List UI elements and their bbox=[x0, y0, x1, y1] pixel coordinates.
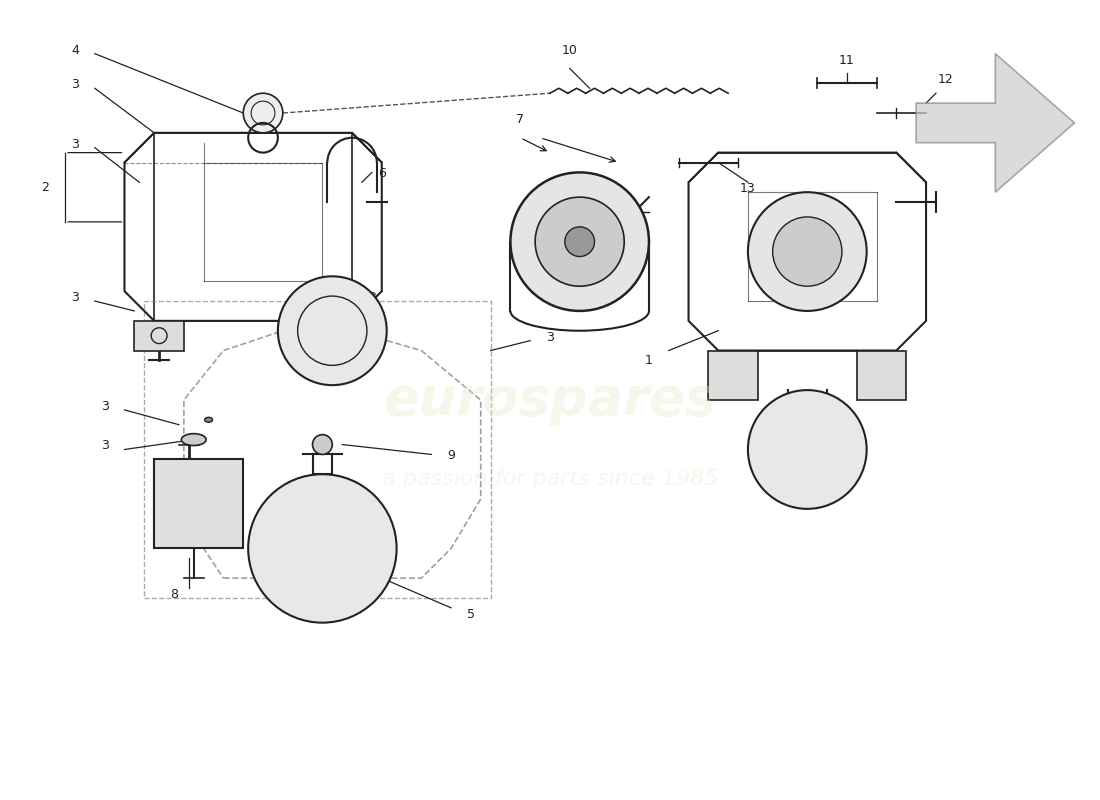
Text: 12: 12 bbox=[938, 74, 954, 86]
Text: 10: 10 bbox=[562, 44, 578, 57]
Text: a passion for parts since 1985: a passion for parts since 1985 bbox=[382, 469, 718, 489]
Text: 3: 3 bbox=[72, 78, 79, 91]
Text: 2: 2 bbox=[42, 181, 50, 194]
Polygon shape bbox=[708, 350, 758, 400]
Polygon shape bbox=[134, 321, 184, 350]
Circle shape bbox=[312, 434, 332, 454]
Text: 9: 9 bbox=[447, 450, 455, 462]
Circle shape bbox=[772, 217, 842, 286]
Text: 3: 3 bbox=[367, 291, 376, 304]
Text: 5: 5 bbox=[466, 608, 475, 621]
Text: 3: 3 bbox=[546, 330, 554, 344]
Circle shape bbox=[748, 390, 867, 509]
Polygon shape bbox=[916, 54, 1075, 192]
Circle shape bbox=[510, 172, 649, 311]
FancyBboxPatch shape bbox=[154, 459, 243, 549]
Circle shape bbox=[564, 227, 594, 257]
Circle shape bbox=[536, 197, 624, 286]
Text: 4: 4 bbox=[72, 44, 79, 57]
Text: 3: 3 bbox=[72, 138, 79, 150]
Circle shape bbox=[278, 276, 387, 385]
Ellipse shape bbox=[205, 418, 212, 422]
Text: 1: 1 bbox=[645, 354, 653, 367]
Circle shape bbox=[243, 94, 283, 133]
Text: 13: 13 bbox=[740, 182, 756, 195]
Text: 3: 3 bbox=[101, 400, 109, 413]
Text: 6: 6 bbox=[377, 167, 386, 180]
Circle shape bbox=[748, 192, 867, 311]
Circle shape bbox=[249, 474, 397, 622]
Text: 8: 8 bbox=[170, 588, 178, 601]
Ellipse shape bbox=[182, 434, 206, 446]
Text: 11: 11 bbox=[839, 54, 855, 66]
Text: eurospares: eurospares bbox=[383, 374, 717, 426]
Text: 3: 3 bbox=[101, 439, 109, 453]
Text: 3: 3 bbox=[72, 291, 79, 304]
Polygon shape bbox=[857, 350, 906, 400]
Text: 7: 7 bbox=[516, 113, 525, 126]
Polygon shape bbox=[322, 321, 372, 350]
